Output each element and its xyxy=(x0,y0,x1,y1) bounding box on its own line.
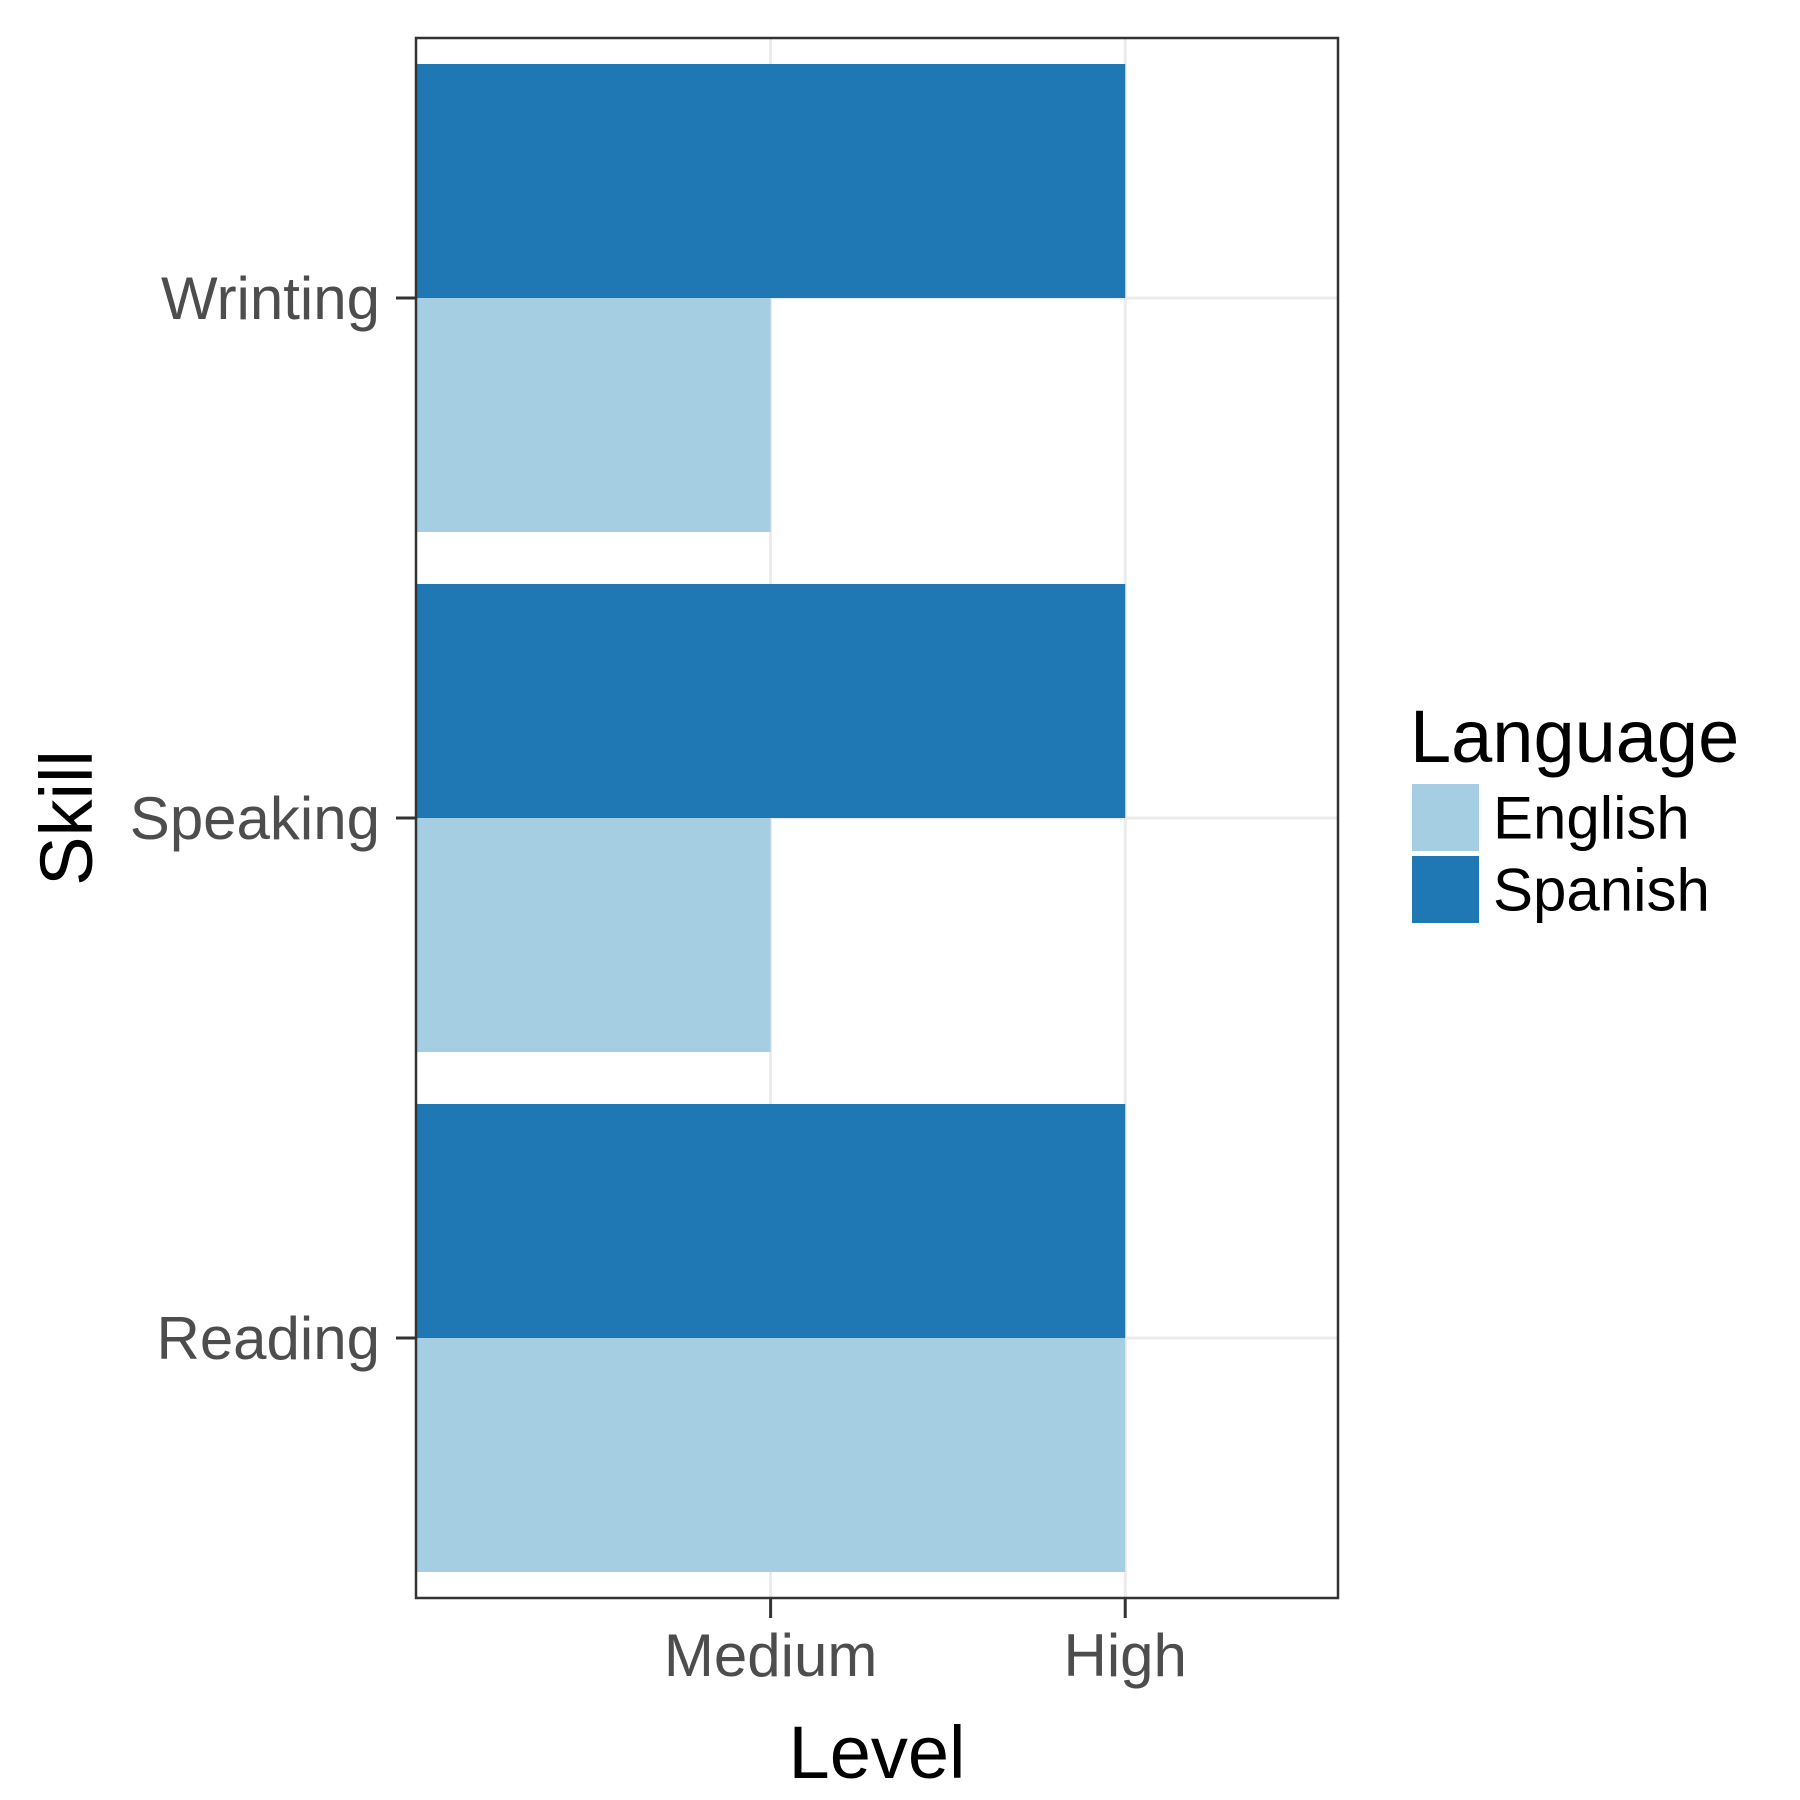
y-axis: Reading Speaking Wrinting xyxy=(130,265,416,1372)
y-tick-label: Wrinting xyxy=(161,265,380,332)
bar-spanish-reading xyxy=(416,1104,1126,1338)
x-axis-title: Level xyxy=(789,1711,966,1794)
bar-english-wrinting xyxy=(416,298,771,532)
bar-spanish-speaking xyxy=(416,584,1126,818)
legend-key-spanish xyxy=(1412,856,1479,923)
x-tick-label: Medium xyxy=(664,1622,877,1689)
y-tick-label: Speaking xyxy=(130,785,380,852)
bar-english-reading xyxy=(416,1338,1126,1572)
legend-title: Language xyxy=(1410,695,1739,778)
bars xyxy=(416,64,1126,1572)
legend-label-english: English xyxy=(1493,785,1690,852)
bar-spanish-wrinting xyxy=(416,64,1126,298)
x-tick-label: High xyxy=(1064,1622,1187,1689)
x-axis: Medium High xyxy=(664,1598,1187,1689)
y-axis-title: Skill xyxy=(25,750,108,886)
y-tick-label: Reading xyxy=(156,1305,380,1372)
bar-english-speaking xyxy=(416,818,771,1052)
legend-label-spanish: Spanish xyxy=(1493,857,1710,924)
legend-key-english xyxy=(1412,784,1479,851)
